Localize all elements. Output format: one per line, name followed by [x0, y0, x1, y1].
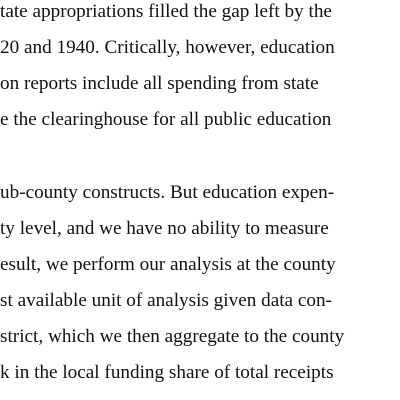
text-line: tate appropriations filled the gap left …	[0, 1, 332, 22]
text-line: k in the local funding share of total re…	[0, 362, 334, 383]
text-line: st available unit of analysis given data…	[0, 290, 332, 311]
text-line: 20 and 1940. Critically, however, educat…	[0, 37, 335, 58]
text-line: ty level, and we have no ability to meas…	[0, 218, 329, 239]
text-line: on reports include all spending from sta…	[0, 73, 319, 94]
text-line: esult, we perform our analysis at the co…	[0, 254, 336, 275]
text-line: e the clearinghouse for all public educa…	[0, 109, 332, 130]
text-line: ub-county constructs. But education expe…	[0, 182, 335, 203]
text-line: strict, which we then aggregate to the c…	[0, 326, 345, 347]
